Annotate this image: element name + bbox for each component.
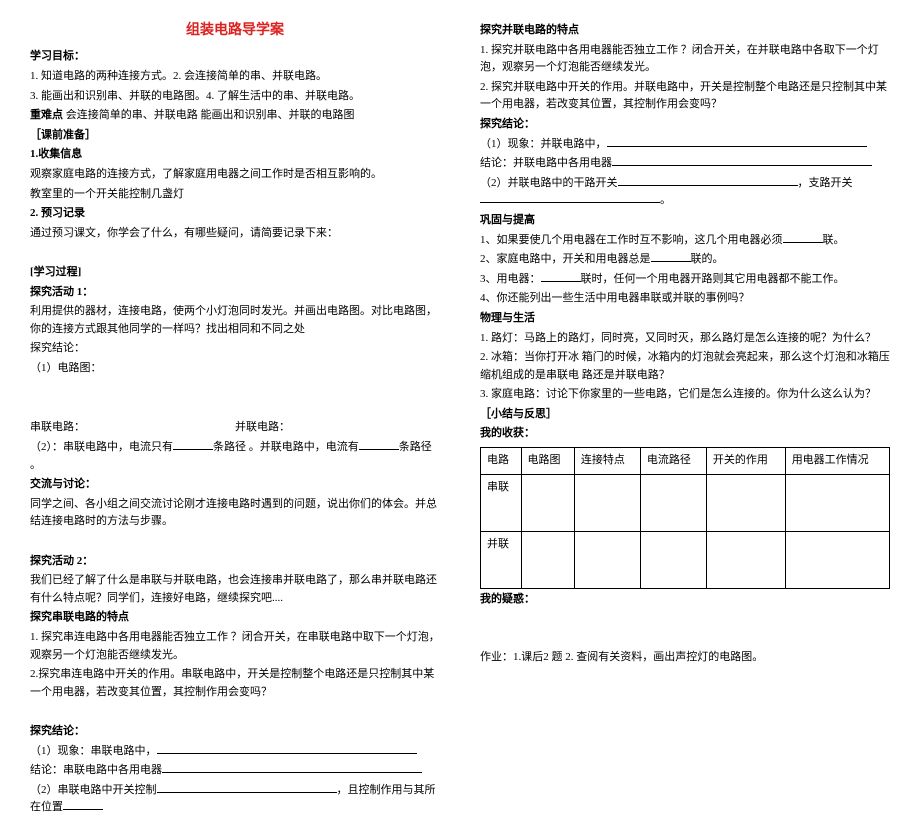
q2: 2、家庭电路中，开关和用电器总是联的。 (480, 251, 890, 269)
table-row-parallel: 并联 (481, 531, 890, 588)
heading-parallel: 探究并联电路的特点 (480, 22, 890, 40)
conc-parallel-1: （1）现象：并联电路中， (480, 136, 890, 154)
blank-q1 (783, 242, 823, 243)
activity2-text: 我们已经了解了什么是串联与并联电路，也会连接串并联电路了，那么串并联电路还有什么… (30, 572, 440, 607)
th-switch: 开关的作用 (706, 448, 785, 475)
left-column: 组装电路导学案 学习目标： 1. 知道电路的两种连接方式。2. 会连接简单的串、… (30, 20, 440, 819)
objective-2: 3. 能画出和识别串、并联的电路图。4. 了解生活中的串、并联电路。 (30, 88, 440, 106)
series-q2: 2.探究串连电路中开关的作用。串联电路中，开关是控制整个电路还是只控制其中某一个… (30, 666, 440, 701)
heading-doubt: 我的疑惑： (480, 591, 890, 609)
table-header-row: 电路 电路图 连接特点 电流路径 开关的作用 用电器工作情况 (481, 448, 890, 475)
activity1-c1: （1）电路图： (30, 360, 440, 378)
heading-conclusion-parallel: 探究结论： (480, 116, 890, 134)
th-connect: 连接特点 (574, 448, 640, 475)
heading-discuss: 交流与讨论： (30, 476, 440, 494)
heading-gain: 我的收获： (480, 425, 890, 443)
collect-1: 观察家庭电路的连接方式，了解家庭用电器之间工作时是否相互影响的。 (30, 166, 440, 184)
conc-series-1b: 结论：串联电路中各用电器 (30, 762, 440, 780)
focus-label: 重难点 (30, 109, 63, 121)
q1: 1、如果要使几个用电器在工作时互不影响，这几个用电器必须联。 (480, 232, 890, 250)
blank-p2a (618, 185, 798, 186)
collect-2: 教室里的一个开关能控制几盏灯 (30, 186, 440, 204)
discuss-text: 同学之间、各小组之间交流讨论刚才连接电路时遇到的问题，说出你们的体会。并总结连接… (30, 496, 440, 531)
blank-s2b (63, 809, 103, 810)
heading-preview: 2. 预习记录 (30, 205, 440, 223)
blank-s2a (157, 792, 337, 793)
homework: 作业：1.课后2 题 2. 查阅有关资料，画出声控灯的电路图。 (480, 649, 890, 667)
conc-parallel-2: （2）并联电路中的干路开关，支路开关。 (480, 175, 890, 210)
blank-paths2 (359, 449, 399, 450)
life-3: 3. 家庭电路：讨论下你家里的一些电路，它们是怎么连接的。你为什么这么认为？ (480, 386, 890, 404)
q4: 4、你还能列出一些生活中用电器串联或并联的事例吗？ (480, 290, 890, 308)
blank-p1 (607, 146, 867, 147)
activity1-c2: （2）：串联电路中，电流只有条路径 。并联电路中，电流有条路径 。 (30, 439, 440, 474)
heading-activity1: 探究活动 1： (30, 284, 440, 302)
conc-series-1: （1）现象：串联电路中， (30, 743, 440, 761)
conc-parallel-1b: 结论：并联电路中各用电器 (480, 155, 890, 173)
heading-activity2: 探究活动 2： (30, 553, 440, 571)
page-container: 组装电路导学案 学习目标： 1. 知道电路的两种连接方式。2. 会连接简单的串、… (30, 20, 890, 819)
section-objective: 学习目标： (30, 48, 440, 66)
heading-summary: ［小结与反思］ (480, 406, 890, 424)
life-2: 2. 冰箱：当你打开冰 箱门的时候，冰箱内的灯泡就会亮起来，那么这个灯泡和冰箱压… (480, 349, 890, 384)
heading-collect: 1.收集信息 (30, 146, 440, 164)
activity1-conclusion: 探究结论： (30, 340, 440, 358)
q3: 3、用电器：联时，任何一个用电器开路则其它用电器都不能工作。 (480, 271, 890, 289)
parallel-q1: 1. 探究并联电路中各用电器能否独立工作 ？闭合开关，在并联电路中各取下一个灯泡… (480, 42, 890, 77)
right-column: 探究并联电路的特点 1. 探究并联电路中各用电器能否独立工作 ？闭合开关，在并联… (480, 20, 890, 819)
objective-1: 1. 知道电路的两种连接方式。2. 会连接简单的串、并联电路。 (30, 68, 440, 86)
preview-text: 通过预习课文，你学会了什么，有哪些疑问，请简要记录下来： (30, 225, 440, 243)
blank-p1b (612, 165, 872, 166)
blank-q3 (541, 281, 581, 282)
row-label-series: 串联 (481, 474, 522, 531)
life-1: 1. 路灯：马路上的路灯，同时亮，又同时灭，那么路灯是怎么连接的呢？为什么？ (480, 330, 890, 348)
blank-paths1 (173, 449, 213, 450)
th-appliance: 用电器工作情况 (785, 448, 889, 475)
blank-s1 (157, 753, 417, 754)
section-process: [学习过程] (30, 264, 440, 282)
series-q1: 1. 探究串连电路中各用电器能否独立工作 ？闭合开关，在串联电路中取下一个灯泡，… (30, 629, 440, 664)
summary-table: 电路 电路图 连接特点 电流路径 开关的作用 用电器工作情况 串联 并联 (480, 447, 890, 589)
heading-consolidate: 巩固与提高 (480, 212, 890, 230)
series-label: 串联电路： (30, 419, 235, 437)
parallel-q2: 2. 探究并联电路中开关的作用。并联电路中，开关是控制整个电路还是只控制其中某一… (480, 79, 890, 114)
heading-conclusion-series: 探究结论： (30, 723, 440, 741)
blank-s1b (162, 772, 422, 773)
blank-q2 (651, 261, 691, 262)
conc-series-2: （2）串联电路中开关控制，且控制作用与其所在位置 (30, 782, 440, 817)
focus-line: 重难点 会连接简单的串、并联电路 能画出和识别串、并联的电路图 (30, 107, 440, 125)
focus-text: 会连接简单的串、并联电路 能画出和识别串、并联的电路图 (66, 109, 355, 121)
th-current: 电流路径 (640, 448, 706, 475)
parallel-label: 并联电路： (235, 419, 440, 437)
heading-series: 探究串联电路的特点 (30, 609, 440, 627)
doc-title: 组装电路导学案 (30, 20, 440, 42)
heading-life: 物理与生活 (480, 310, 890, 328)
activity1-text: 利用提供的器材，连接电路，使两个小灯泡同时发光。并画出电路图。对比电路图，你的连… (30, 303, 440, 338)
row-label-parallel: 并联 (481, 531, 522, 588)
diagram-space (30, 379, 440, 419)
th-diagram: 电路图 (521, 448, 574, 475)
th-circuit: 电路 (481, 448, 522, 475)
section-prepare: ［课前准备］ (30, 127, 440, 145)
blank-p2b (480, 202, 660, 203)
table-row-series: 串联 (481, 474, 890, 531)
circuit-pair: 串联电路： 并联电路： (30, 419, 440, 437)
